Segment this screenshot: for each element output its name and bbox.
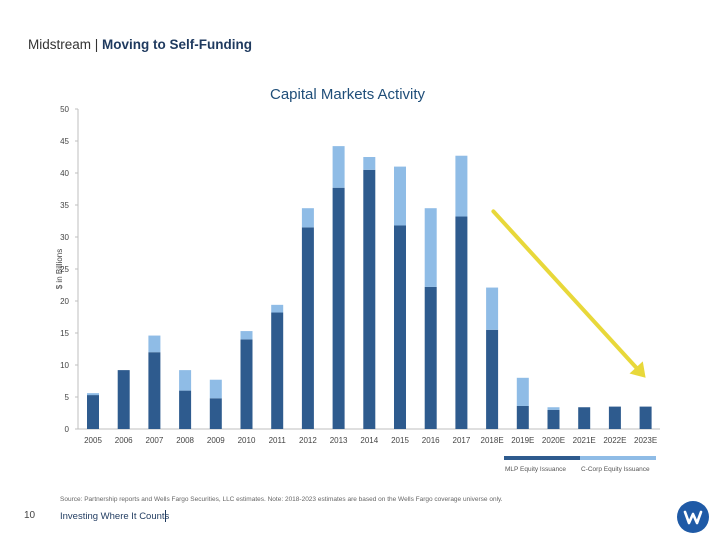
bar-mlp-2020E	[547, 409, 560, 429]
x-tick-label: 2023E	[634, 436, 657, 445]
source-note: Source: Partnership reports and Wells Fa…	[60, 496, 503, 503]
bar-ccorp-2013	[332, 146, 345, 188]
bar-ccorp-2010	[240, 331, 253, 340]
bar-ccorp-2020E	[547, 407, 560, 410]
legend-label-ccorp: C-Corp Equity Issuance	[581, 466, 650, 473]
y-tick-label: 25	[60, 265, 69, 274]
bar-mlp-2016	[424, 286, 437, 429]
legend-swatch-mlp	[504, 456, 580, 460]
bar-mlp-2018E	[486, 329, 499, 429]
bar-mlp-2017	[455, 216, 468, 429]
x-tick-label: 2007	[146, 436, 164, 445]
y-tick-label: 10	[60, 361, 69, 370]
x-tick-label: 2012	[299, 436, 317, 445]
x-tick-label: 2010	[238, 436, 256, 445]
x-tick-label: 2017	[453, 436, 471, 445]
x-tick-label: 2016	[422, 436, 440, 445]
x-tick-label: 2018E	[481, 436, 504, 445]
x-tick-label: 2009	[207, 436, 225, 445]
y-tick-label: 50	[60, 105, 69, 114]
y-tick-label: 30	[60, 233, 69, 242]
trend-arrow-head	[629, 361, 646, 378]
label-layer: 0 5 10 15 20 25 30 35 40 45 50 $ in Billions 2005 200…	[55, 105, 657, 445]
x-tick-label: 2014	[360, 436, 378, 445]
bar-ccorp-2019E	[516, 377, 529, 406]
bar-ccorp-2012	[301, 208, 314, 228]
y-tick-label: 0	[65, 425, 70, 434]
bar-mlp-2019E	[516, 405, 529, 429]
slide-header: Midstream | Moving to Self-Funding	[28, 37, 252, 52]
x-tick-label: 2021E	[573, 436, 596, 445]
y-tick-label: 5	[65, 393, 70, 402]
trend-arrow-shaft	[491, 209, 639, 370]
bar-ccorp-2007	[148, 335, 161, 353]
bar-mlp-2008	[179, 390, 192, 429]
logo-mark-icon	[683, 510, 703, 525]
bar-ccorp-2017	[455, 155, 468, 217]
bar-mlp-2005	[87, 395, 99, 429]
x-tick-label: 2015	[391, 436, 409, 445]
bar-mlp-2007	[148, 352, 161, 429]
annotation-layer	[491, 209, 646, 378]
x-tick-label: 2019E	[511, 436, 534, 445]
bar-ccorp-2008	[179, 370, 192, 391]
bar-mlp-2010	[240, 339, 253, 429]
bar-mlp-2015	[394, 225, 406, 429]
bar-mlp-2011	[271, 312, 284, 429]
bar-mlp-2014	[363, 169, 376, 430]
bars-layer	[87, 146, 652, 430]
wells-fargo-logo	[677, 501, 709, 533]
bar-ccorp-2015	[394, 166, 406, 226]
bar-ccorp-2018E	[486, 287, 499, 330]
x-tick-label: 2006	[115, 436, 133, 445]
section-label: Midstream |	[28, 37, 103, 52]
y-tick-label: 15	[60, 329, 69, 338]
x-tick-label: 2020E	[542, 436, 565, 445]
legend-swatch-ccorp	[580, 456, 656, 460]
chart-title: Capital Markets Activity	[270, 86, 426, 103]
y-tick-label: 45	[60, 137, 69, 146]
tagline-divider	[165, 510, 166, 522]
y-tick-label: 35	[60, 201, 69, 210]
x-tick-label: 2011	[269, 436, 287, 445]
bar-ccorp-2005	[87, 393, 99, 396]
y-tick-label: 20	[60, 297, 69, 306]
bar-mlp-2023E	[639, 406, 652, 429]
page-number: 10	[24, 510, 36, 521]
bar-ccorp-2011	[271, 304, 284, 313]
bar-mlp-2009	[209, 398, 222, 429]
legend-label-mlp: MLP Equity Issuance	[505, 466, 566, 473]
bar-mlp-2013	[332, 187, 345, 429]
x-tick-label: 2008	[176, 436, 194, 445]
bar-ccorp-2016	[424, 208, 437, 287]
bar-mlp-2012	[301, 227, 314, 429]
x-tick-label: 2005	[84, 436, 102, 445]
bar-ccorp-2009	[209, 379, 222, 399]
x-tick-label: 2022E	[603, 436, 626, 445]
bar-mlp-2021E	[578, 407, 591, 429]
y-axis-title: $ in Billions	[55, 249, 64, 289]
x-tick-label: 2013	[330, 436, 348, 445]
tagline: Investing Where It Counts	[60, 511, 170, 522]
bar-ccorp-2014	[363, 157, 376, 170]
slide-title: Moving to Self-Funding	[102, 37, 253, 52]
bar-mlp-2006	[117, 370, 130, 429]
y-tick-label: 40	[60, 169, 69, 178]
bar-mlp-2022E	[608, 406, 621, 429]
